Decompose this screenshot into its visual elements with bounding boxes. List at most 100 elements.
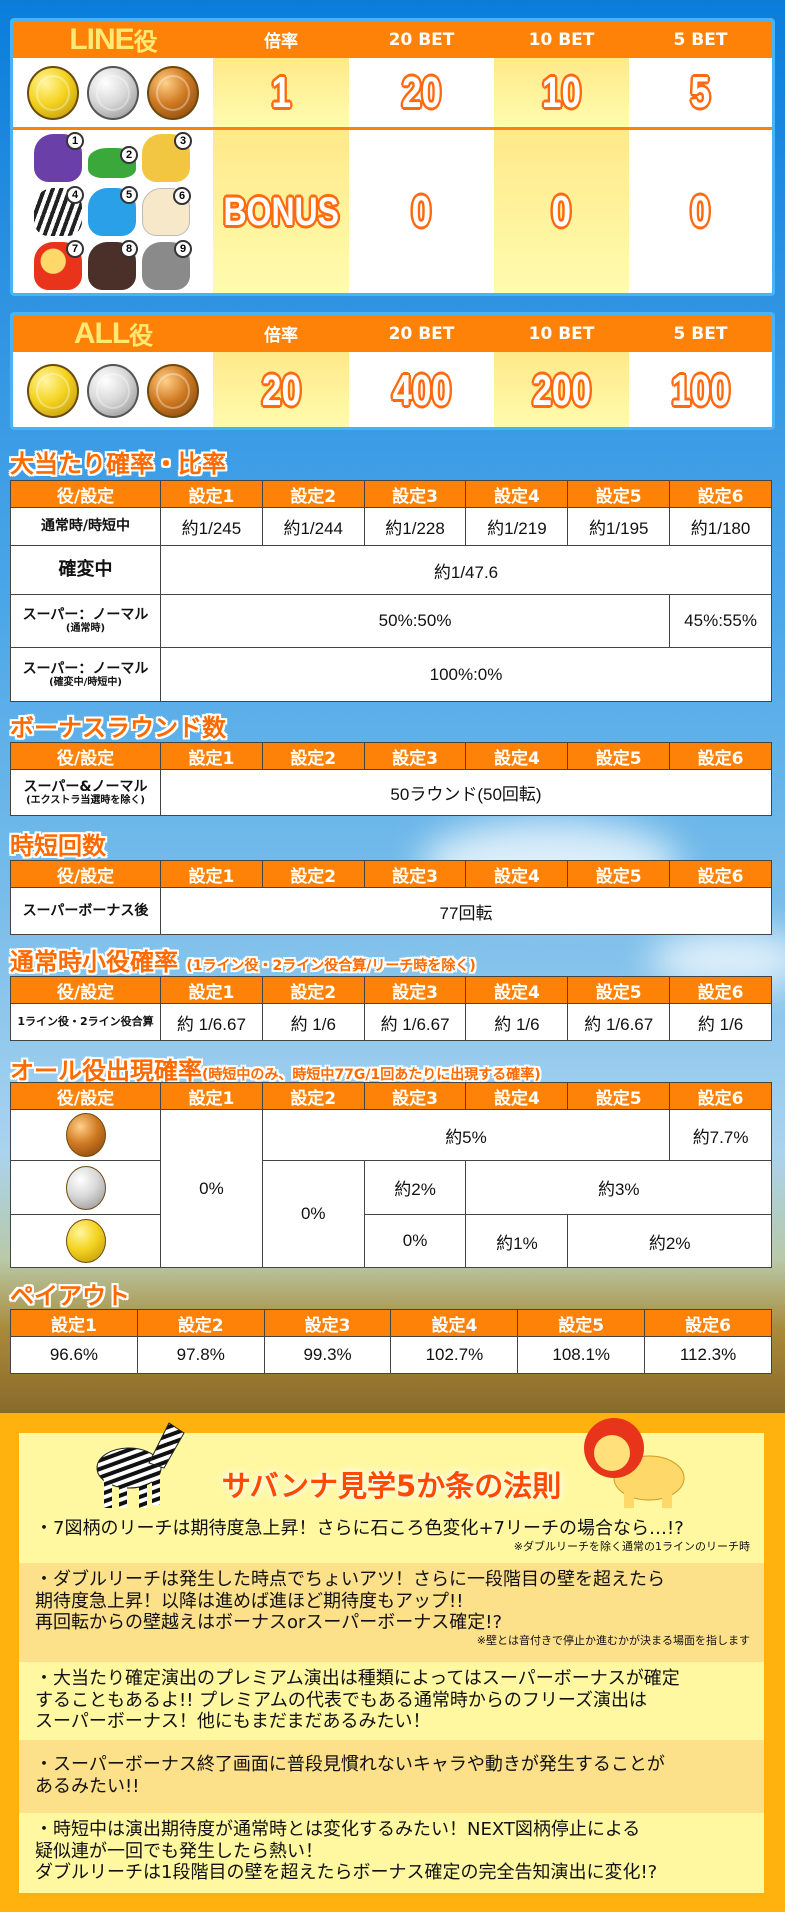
header-row: 役/設定 設定1 設定2 設定3 設定4 設定5 設定6 <box>10 1082 772 1110</box>
cell: 約1/47.6 <box>160 545 772 595</box>
rhino-icon: 9 <box>142 240 192 290</box>
col-20bet: 20 BET <box>388 323 455 344</box>
small-prob-table: 役/設定 設定1 設定2 設定3 設定4 設定5 設定6 1ライン役・2ライン役合算 約 1… <box>10 976 772 1041</box>
header-setting-6: 設定6 <box>669 860 772 888</box>
header-setting-6: 設定6 <box>669 1082 772 1110</box>
header-row: 役/設定 設定1 設定2 設定3 設定4 設定5 設定6 <box>10 976 772 1004</box>
table-row: スーパー：ノーマル (確変中/時短中) 100%:0% <box>10 647 772 702</box>
cell: 約1/195 <box>567 507 671 546</box>
bronze-coin-icon <box>147 65 199 120</box>
zebra-icon: 4 <box>34 186 84 236</box>
header-row: 役/設定 設定1 設定2 設定3 設定4 設定5 設定6 <box>10 742 772 770</box>
silver-coin-icon <box>87 65 139 120</box>
header-setting-2: 設定2 <box>261 860 365 888</box>
header-setting-3: 設定3 <box>363 1082 467 1110</box>
all-title: ALL 役 <box>73 316 153 351</box>
cell: 約2% <box>363 1160 467 1215</box>
header-cell: 設定3 <box>263 1309 392 1337</box>
header-setting-6: 設定6 <box>669 976 772 1004</box>
header-setting-2: 設定2 <box>261 742 365 770</box>
table-row: スーパーボーナス後 77回転 <box>10 887 772 935</box>
cell: 約1/245 <box>160 507 263 546</box>
jackpot-table: 役/設定 設定1 設定2 設定3 設定4 設定5 設定6 通常時/時短中 約1/245 約1/… <box>10 480 772 702</box>
lion-icon <box>584 1418 685 1508</box>
table-row: 0% 約5% 約7.7% <box>10 1109 772 1268</box>
cell: 97.8% <box>136 1336 265 1374</box>
value: BONUS <box>223 189 339 234</box>
cell: 約 1/6 <box>465 1003 569 1041</box>
section-title-all-rate: オール役出現確率(時短中のみ、時短中77G/1回あたりに出現する確率) <box>10 1057 541 1085</box>
table-row: スーパー&ノーマル (エクストラ当選時を除く) 50ラウンド(50回転) <box>10 769 772 816</box>
tip-item: ・時短中は演出期待度が通常時とは変化するみたい！NEXT図柄停止による 疑似連が一… <box>19 1813 764 1893</box>
cell: 102.7% <box>390 1336 519 1374</box>
gold-coin-icon <box>27 65 79 120</box>
cell: 約 1/6.67 <box>363 1003 467 1041</box>
header-setting-4: 設定4 <box>465 976 569 1004</box>
header-role-setting: 役/設定 <box>10 480 161 508</box>
gold-coin-icon <box>27 364 79 418</box>
lion-icon: 7 <box>34 240 84 290</box>
cell: 約1/244 <box>261 507 365 546</box>
header-setting-3: 設定3 <box>363 976 467 1004</box>
cell: 約1% <box>465 1214 569 1268</box>
value: 20 <box>261 366 301 415</box>
header-setting-4: 設定4 <box>465 742 569 770</box>
gold-coin-icon <box>65 1219 106 1263</box>
cell: 99.3% <box>263 1336 392 1374</box>
tiger-icon: 3 <box>142 132 192 182</box>
line-payout-panel: LINE 役 倍率 20 BET 10 BET 5 BET 1 20 10 5 1… <box>10 18 775 296</box>
row-label: 確変中 <box>10 545 161 595</box>
vulture-icon: 8 <box>88 240 138 290</box>
col-5bet: 5 BET <box>673 323 728 344</box>
table-row: スーパー：ノーマル (通常時) 50%:50% 45%:55% <box>10 594 772 648</box>
row-symbol <box>10 1160 161 1215</box>
all-rate-table: 役/設定 設定1 設定2 設定3 設定4 設定5 設定6 0% 約5% 約7.7% 0% 約… <box>10 1082 772 1268</box>
line-title: LINE 役 <box>69 22 157 57</box>
tip-item: ・大当たり確定演出のプレミアム演出は種類によってはスーパーボーナスが確定 すること… <box>19 1662 764 1740</box>
header-setting-4: 設定4 <box>465 480 569 508</box>
value: 0 <box>411 187 432 236</box>
cell: 0% <box>363 1214 467 1268</box>
header-setting-1: 設定1 <box>160 1082 263 1110</box>
header-cell: 設定5 <box>517 1309 646 1337</box>
cell: 約 1/6 <box>261 1003 365 1041</box>
table-row: 0% 約2% 約3% <box>10 1160 772 1268</box>
header-setting-5: 設定5 <box>567 742 671 770</box>
tip-item: ・スーパーボーナス終了画面に普段見慣れないキャラや動きが発生することが あるみたい… <box>19 1740 764 1813</box>
silver-coin-icon <box>87 364 139 418</box>
header-role-setting: 役/設定 <box>10 1082 161 1110</box>
col-20bet: 20 BET <box>388 29 455 50</box>
savanna-title: サバンナ見学5か条の法則 <box>221 1469 562 1503</box>
col-10bet: 10 BET <box>528 323 595 344</box>
cell: 45%:55% <box>669 594 772 648</box>
col-multiplier: 倍率 <box>264 326 298 346</box>
bronze-coin-icon <box>65 1113 106 1157</box>
all-row-coins: 20 400 200 100 <box>13 352 772 427</box>
table-row: 通常時/時短中 約1/245 約1/244 約1/228 約1/219 約1/195 約1… <box>10 507 772 546</box>
row-label: 通常時/時短中 <box>10 507 161 546</box>
fennec-icon: 6 <box>142 187 191 236</box>
cell: 50%:50% <box>159 594 671 648</box>
header-setting-6: 設定6 <box>669 480 772 508</box>
header-setting-4: 設定4 <box>465 1082 569 1110</box>
header-setting-5: 設定5 <box>567 1082 671 1110</box>
cell: 108.1% <box>517 1336 646 1374</box>
header-setting-5: 設定5 <box>567 976 671 1004</box>
cell: 約 1/6.67 <box>160 1003 263 1041</box>
cell: 77回転 <box>160 887 772 935</box>
cell: 0% <box>160 1109 263 1268</box>
cell: 約1/228 <box>363 507 467 546</box>
tip-item: ・ダブルリーチは発生した時点でちょいアツ！さらに一段階目の壁を超えたら 期待度急上… <box>19 1563 764 1662</box>
payout-table: 設定1 設定2 設定3 設定4 設定5 設定6 96.6% 97.8% 99.3% 102.7%… <box>10 1309 772 1374</box>
header-setting-5: 設定5 <box>567 480 671 508</box>
value: 20 <box>401 67 442 117</box>
value: 200 <box>532 366 591 415</box>
cell: 0% <box>261 1160 365 1268</box>
cell: 約 1/6 <box>669 1003 772 1041</box>
bronze-coin-icon <box>147 364 199 418</box>
header-row: 役/設定 設定1 設定2 設定3 設定4 設定5 設定6 <box>10 480 772 508</box>
header-cell: 設定2 <box>136 1309 265 1337</box>
value: 1 <box>271 67 291 117</box>
value: 10 <box>541 67 582 117</box>
line-row-coins: 1 20 10 5 <box>13 58 772 130</box>
